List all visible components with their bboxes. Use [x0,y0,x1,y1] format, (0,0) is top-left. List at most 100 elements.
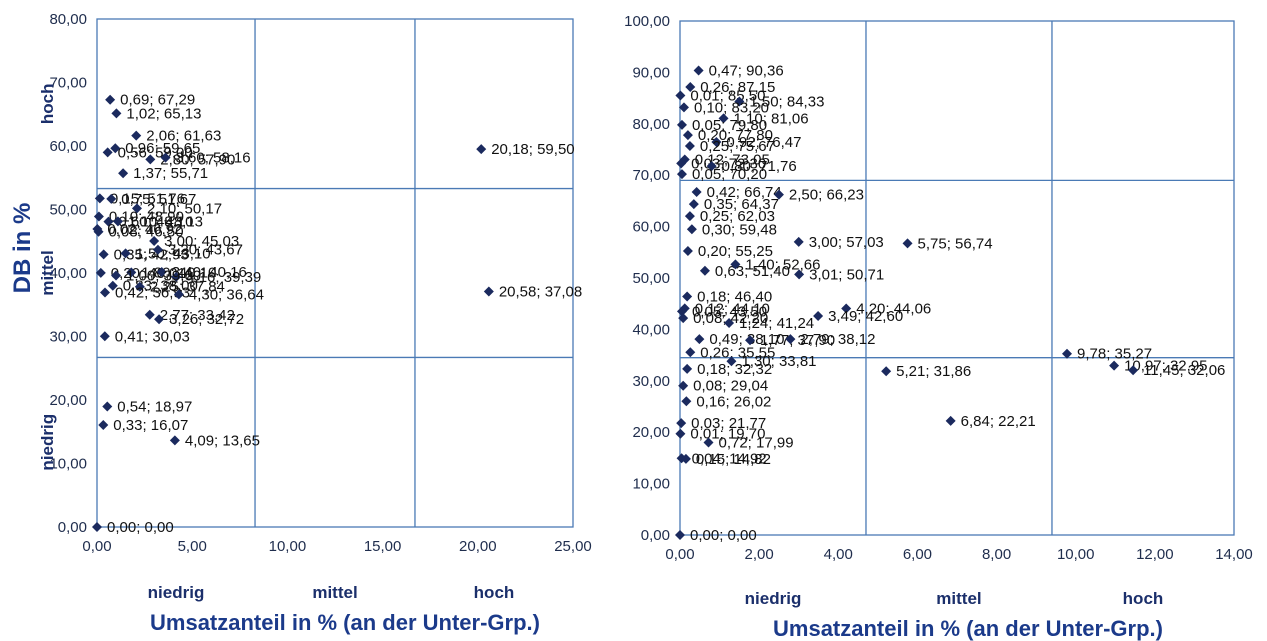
x-tick-label: 6,00 [903,546,932,563]
data-point-marker [126,267,137,278]
x-band-label: mittel [936,589,981,608]
data-point-marker [92,522,102,532]
data-point-marker [676,158,687,169]
data-point-label: 0,42; 36,93 [115,284,190,301]
data-point-marker [734,96,745,107]
data-point-label: 0,80; 71,76 [722,158,797,175]
x-tick-label: 12,00 [1136,546,1174,563]
data-point-label: 0,18; 46,40 [697,289,772,306]
data-point-label: 0,92; 76,47 [726,134,801,151]
data-point-marker [676,418,687,429]
data-point-label: 0,05; 70,20 [692,166,767,183]
data-point-label: 3,60; 58,16 [176,150,251,167]
data-point-marker [945,415,956,426]
x-tick-label: 4,00 [824,546,853,563]
data-point-label: 0,02; 46,92 [107,221,182,238]
data-point-marker [678,102,689,113]
data-point-marker [684,141,695,152]
x-axis-title: Umsatzanteil in % (an der Unter-Grp.) [773,616,1163,641]
x-tick-label: 10,00 [1057,546,1095,563]
data-point-label: 0,20; 55,25 [698,243,773,260]
data-point-label: 1,00; 39,60 [126,268,201,285]
y-tick-label: 60,00 [49,138,87,155]
data-point-marker [675,530,685,540]
data-point-marker [676,119,687,130]
data-point-marker [107,280,118,291]
data-point-marker [682,130,693,141]
data-point-label: 0,42; 66,74 [707,184,782,201]
data-point-marker [699,265,710,276]
data-point-label: 0,30; 59,48 [702,221,777,238]
data-point-label: 0,18; 32,32 [697,361,772,378]
data-point-marker [95,267,106,278]
data-point-marker [154,314,165,325]
data-point-marker [693,65,704,76]
data-point-marker [120,248,131,259]
y-band-label: mittel [38,250,57,295]
data-point-marker [703,437,714,448]
x-tick-label: 14,00 [1215,546,1253,563]
x-band-label: hoch [474,583,515,602]
data-point-marker [1128,365,1139,376]
y-tick-label: 0,00 [58,519,87,536]
data-point-marker [93,211,104,222]
data-point-marker [902,238,913,249]
y-tick-label: 70,00 [632,167,670,184]
data-point-label: 0,08; 29,04 [693,378,768,395]
data-point-marker [102,147,113,158]
data-point-label: 4,16; 39,39 [186,269,261,286]
data-point-marker [773,189,784,200]
y-tick-label: 30,00 [49,329,87,346]
data-point-marker [106,193,117,204]
data-point-marker [793,236,804,247]
data-point-label: 0,35; 64,37 [704,196,779,213]
data-point-marker [169,435,180,446]
data-point-marker [726,356,737,367]
data-point-marker [684,211,695,222]
data-point-marker [841,303,852,314]
data-point-marker [118,168,129,179]
data-point-label: 1,77; 37,90 [760,332,835,349]
data-point-marker [134,281,145,292]
y-tick-label: 10,00 [632,476,670,493]
data-point-label: 5,21; 31,86 [896,363,971,380]
data-point-label: 0,25; 62,03 [700,208,775,225]
x-tick-label: 25,00 [554,538,592,555]
data-point-label: 1,30; 33,81 [741,353,816,370]
data-point-label: 3,40; 40,16 [172,264,247,281]
data-point-label: 0,35; 42,93 [114,246,189,263]
data-point-label: 0,08; 46,50 [109,224,184,241]
y-tick-label: 80,00 [49,11,87,28]
y-tick-label: 20,00 [632,424,670,441]
data-point-label: 3,20; 43,67 [168,242,243,259]
data-point-marker [94,193,105,204]
data-point-marker [785,334,796,345]
data-point-marker [111,270,122,281]
data-point-marker [173,289,184,300]
data-point-label: 0,75; 51,67 [121,191,196,208]
x-band-label: hoch [1123,589,1164,608]
data-point-marker [718,113,729,124]
data-point-label: 3,00; 57,03 [809,234,884,251]
data-point-marker [680,453,691,464]
data-point-marker [730,259,741,270]
data-point-label: 0,03; 21,77 [691,415,766,432]
data-point-marker [881,366,892,377]
data-point-label: 0,10; 48,90 [109,208,184,225]
y-tick-label: 40,00 [632,321,670,338]
x-tick-label: 5,00 [178,538,207,555]
data-point-marker [156,266,167,277]
x-tick-label: 2,00 [745,546,774,563]
data-point-label: 0,08; 42,20 [693,310,768,327]
data-point-label: 0,16; 26,02 [696,393,771,410]
data-point-marker [685,82,696,93]
y-tick-label: 80,00 [632,116,670,133]
data-point-marker [93,226,104,237]
y-tick-label: 90,00 [632,64,670,81]
data-point-label: 11,45; 32,06 [1143,362,1225,379]
data-point-marker [676,169,687,180]
data-point-marker [131,130,142,141]
data-point-label: 0,69; 67,29 [120,92,195,109]
data-point-label: 0,05; 43,50 [692,303,767,320]
data-point-label: 3,49; 42,60 [828,308,903,325]
